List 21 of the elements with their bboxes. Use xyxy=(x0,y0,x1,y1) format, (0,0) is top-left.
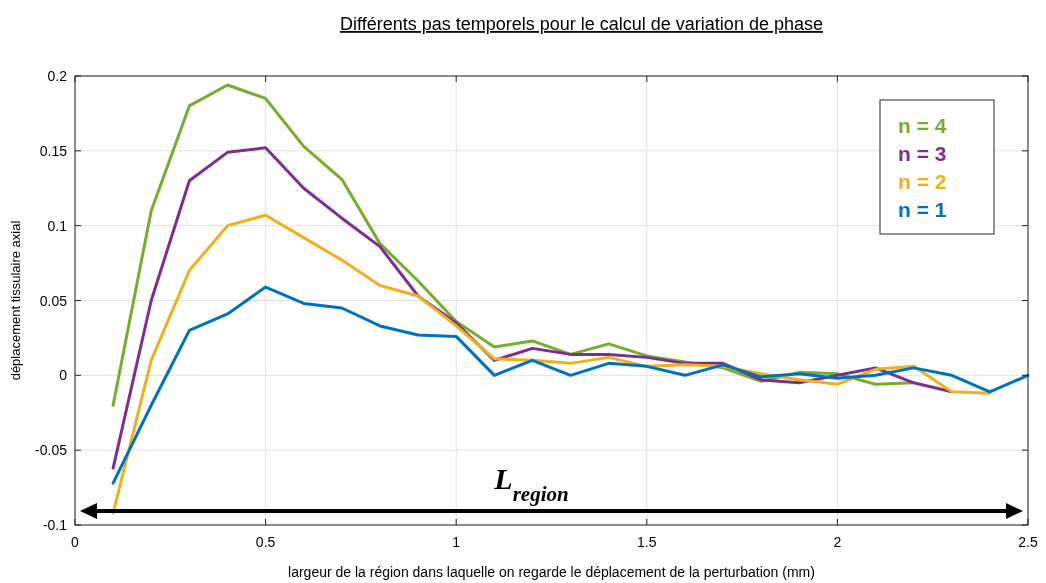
x-tick-label: 2 xyxy=(833,534,842,550)
y-tick-label: 0.05 xyxy=(39,292,68,309)
y-tick-label: 0.15 xyxy=(39,142,68,159)
x-tick-label: 1.5 xyxy=(637,534,657,550)
chart-title: Différents pas temporels pour le calcul de variation de phase xyxy=(340,14,823,34)
x-tick-label: 2.5 xyxy=(1018,534,1038,550)
x-tick-label: 0 xyxy=(71,534,80,550)
y-tick-label: 0.1 xyxy=(47,217,68,234)
x-tick-label: 1 xyxy=(452,534,461,550)
annotation: L$_{region}$ xyxy=(493,462,569,506)
y-axis-title: déplacement tissulaire axial xyxy=(8,220,23,381)
text: n = 3 xyxy=(898,142,947,165)
x-tick-label: 0.5 xyxy=(255,534,276,550)
y-tick-label: 0 xyxy=(59,367,68,384)
y-tick-label: -0.05 xyxy=(35,442,68,459)
text: n = 2 xyxy=(898,170,947,193)
x-axis-title: largeur de la région dans laquelle on regarde le déplacement de la perturbation (mm) xyxy=(288,564,815,580)
text: n = 4 xyxy=(898,114,947,137)
text: n = 1 xyxy=(898,198,947,221)
y-tick-label: -0.1 xyxy=(42,517,68,533)
y-tick-label: 0.2 xyxy=(47,68,68,84)
